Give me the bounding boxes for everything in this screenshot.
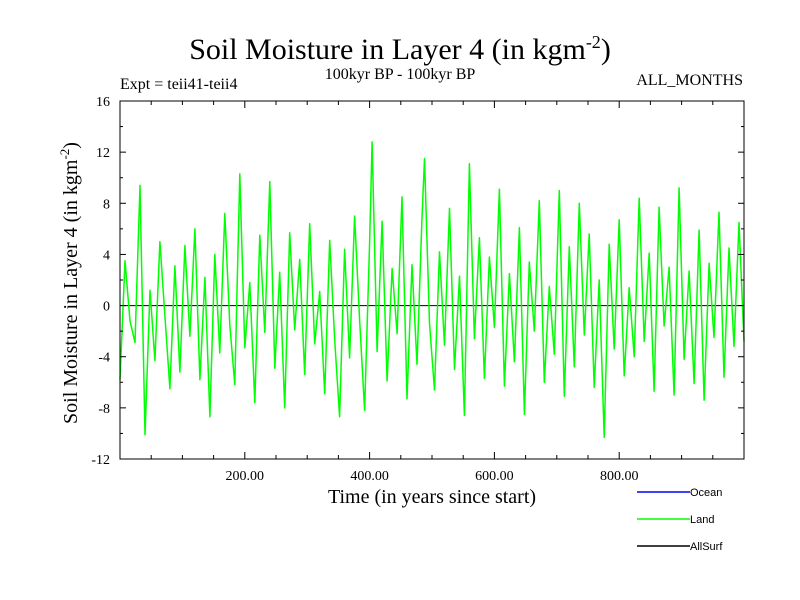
experiment-label: Expt = teii41-teii4 [120,76,238,93]
y-tick-label: 12 [96,146,110,161]
months-label: ALL_MONTHS [636,72,743,89]
y-tick-label: -12 [91,453,110,468]
y-tick-label: 8 [103,197,110,212]
legend-label-land: Land [690,514,714,526]
legend-label-allsurf: AllSurf [690,541,723,553]
x-tick-label: 400.00 [350,469,389,484]
x-tick-label: 200.00 [226,469,265,484]
y-tick-label: 4 [103,248,110,263]
series-line-land [119,141,745,439]
x-tick-label: 600.00 [475,469,514,484]
y-tick-label: -8 [98,402,110,417]
chart-subtitle: 100kyr BP - 100kyr BP [324,66,476,83]
legend-label-ocean: Ocean [690,487,722,499]
plot-area: -12 -8 -4 0 4 8 12 16 200.00 400.00 600.00 800.00 [91,95,745,484]
y-tick-label: -4 [98,351,110,366]
x-tick-label: 800.00 [600,469,639,484]
chart-title: Soil Moisture in Layer 4 (in kgm-2) [189,32,611,66]
y-tick-label: 0 [103,300,110,315]
y-tick-label: 16 [96,95,110,110]
legend: Ocean Land AllSurf [637,487,723,553]
x-axis-label: Time (in years since start) [327,486,537,508]
